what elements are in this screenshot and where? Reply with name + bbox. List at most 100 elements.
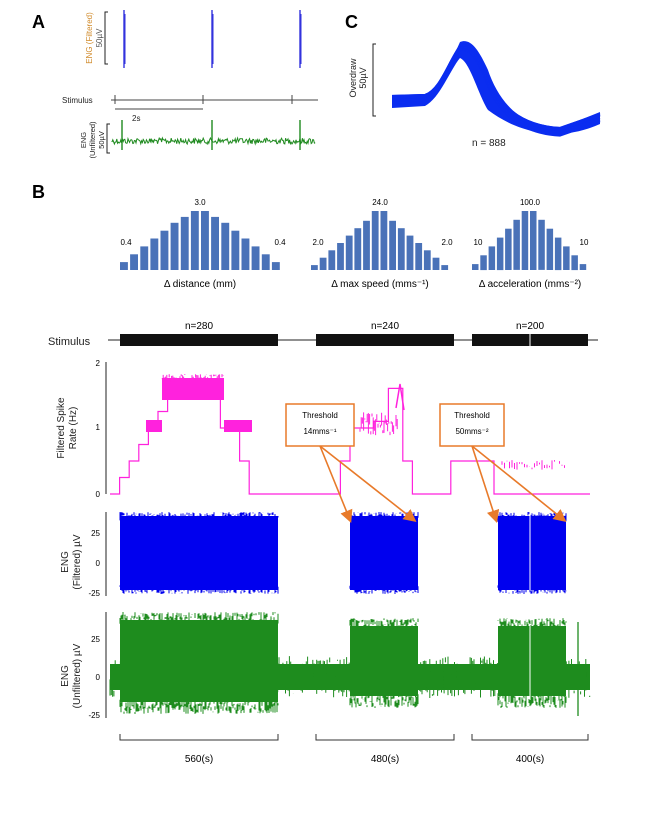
eng-filtered-burst-edge: [119, 512, 279, 522]
spike-rate-band-high: [162, 378, 224, 400]
histogram-distance-bar: [120, 262, 128, 270]
spike-rate-ytick-0: 0: [96, 490, 101, 499]
eng-unfiltered-ytick-0: 0: [96, 673, 101, 682]
histogram-distance-right: 0.4: [274, 238, 286, 247]
histogram-distance-bar: [231, 230, 240, 270]
histogram-acceleration-bar: [505, 228, 512, 270]
duration-label-2: 480(s): [371, 754, 399, 765]
histogram-acceleration-bar: [488, 246, 496, 270]
overdraw-label: Overdraw: [348, 58, 358, 98]
eng-unfiltered-burst: [350, 626, 418, 696]
histogram-max_speed-bar: [441, 265, 449, 270]
threshold-arrow: [471, 445, 567, 523]
histogram-acceleration-left: 10: [474, 238, 483, 247]
histogram-acceleration-bar: [538, 219, 545, 270]
overdraw-trace: [391, 44, 601, 130]
histogram-distance-bar: [271, 262, 280, 270]
eng-filtered-ytick-25: 25: [91, 529, 100, 538]
eng-filtered-burst: [120, 516, 278, 590]
histogram-max_speed-bar: [363, 220, 370, 270]
histogram-distance-bar: [261, 254, 270, 270]
eng-unfiltered-ytick-25: 25: [91, 635, 100, 644]
histogram-max_speed-bar: [319, 257, 327, 270]
overdraw-scale-bracket: [372, 43, 376, 117]
threshold-arrow: [319, 445, 417, 522]
threshold-arrows: [319, 445, 567, 524]
spike-rate-ytick-1: 1: [96, 423, 101, 432]
eng-unfiltered-burst-edge: [497, 692, 567, 708]
eng-unfiltered-label-line2: (Unfiltered): [88, 121, 97, 159]
spike-rate-peak: [395, 383, 405, 411]
histogram-distance-bar: [170, 222, 179, 270]
eng-unfiltered-scale-label: 50µV: [97, 131, 106, 149]
spike-rate-jitter: [161, 374, 224, 382]
histogram-max-speed-left: 2.0: [312, 238, 324, 247]
histogram-distance-bar: [150, 238, 159, 270]
histogram-acceleration-bar: [472, 264, 479, 270]
overdraw-trace: [391, 45, 601, 131]
eng-unfiltered-ytick-neg25: -25: [88, 711, 100, 720]
histogram-distance-bar: [130, 254, 138, 270]
eng-unfiltered-burst: [120, 620, 278, 702]
histogram-max_speed-bar: [380, 211, 388, 270]
histogram-acceleration-bar: [563, 246, 570, 270]
eng-filtered-trace: [119, 512, 567, 594]
spike-count-label: n = 888: [472, 138, 506, 149]
overdraw-trace: [391, 44, 601, 131]
overdraw-trace: [391, 49, 601, 137]
eng-unfiltered-label-line1: ENG: [79, 132, 88, 148]
histogram-distance-left: 0.4: [120, 238, 132, 247]
overdraw-trace: [391, 48, 601, 136]
histogram-acceleration-bar: [480, 255, 487, 271]
spike-rate-ytick-2: 2: [96, 359, 101, 368]
spike-rate-band-mid-right: [224, 420, 252, 432]
spike-rate-line: [110, 387, 590, 495]
histogram-distance: 3.0 0.4 0.4 Δ distance (mm): [120, 198, 286, 290]
histogram-max_speed-bar: [406, 235, 414, 270]
histogram-acceleration-bar: [530, 211, 537, 270]
histogram-max_speed-bar: [328, 250, 336, 270]
spike-rate-band-third: [501, 460, 565, 470]
overdraw-trace: [391, 44, 601, 131]
histogram-max_speed-bar: [345, 235, 353, 270]
duration-bracket-1: [119, 734, 279, 741]
histogram-acceleration-bar: [571, 255, 578, 271]
histogram-max_speed-bar: [389, 220, 396, 270]
histogram-acceleration-bar: [546, 228, 554, 270]
histogram-acceleration-bar: [521, 211, 529, 270]
threshold-arrow: [471, 445, 500, 524]
histogram-max_speed-bar: [423, 250, 431, 270]
stimulus-block-3-count: n=200: [516, 321, 545, 332]
overdraw-envelope: [392, 41, 600, 134]
histogram-acceleration-peak: 100.0: [520, 198, 541, 207]
panel-b-letter: B: [32, 182, 45, 202]
overdraw-trace: [391, 44, 601, 130]
stimulus-block-2-count: n=240: [371, 321, 400, 332]
histogram-max-speed-peak: 24.0: [372, 198, 388, 207]
time-scale-label: 2s: [132, 114, 140, 123]
threshold-box-speed-line2: 14mms⁻¹: [303, 427, 336, 436]
threshold-box-speed: [285, 403, 355, 447]
histogram-max_speed-bar: [371, 211, 379, 270]
threshold-arrow: [319, 445, 353, 523]
histogram-distance-bar: [180, 216, 189, 270]
eng-filtered-burst-edge: [349, 584, 419, 594]
histogram-acceleration: 100.0 10 10 Δ acceleration (mms⁻²): [472, 198, 589, 290]
histogram-max_speed-bar: [397, 228, 405, 270]
eng-filtered-burst: [350, 516, 418, 590]
overdraw-trace: [391, 44, 601, 130]
histogram-distance-bar: [251, 246, 260, 270]
overdraw-trace: [391, 47, 601, 134]
duration-label-3: 400(s): [516, 754, 544, 765]
eng-filtered-spikes: [123, 10, 302, 68]
histogram-distance-xlabel: Δ distance (mm): [164, 279, 236, 290]
histogram-distance-bar: [140, 246, 149, 270]
eng-unfiltered-burst-edge: [119, 698, 279, 714]
overdraw-trace: [391, 46, 601, 133]
histogram-max_speed-bar: [337, 243, 344, 270]
stimulus-bar-label: Stimulus: [48, 336, 91, 348]
histogram-max_speed-bar: [311, 265, 318, 270]
histogram-acceleration-bar: [496, 237, 504, 271]
eng-unfiltered-noise: [111, 136, 316, 146]
